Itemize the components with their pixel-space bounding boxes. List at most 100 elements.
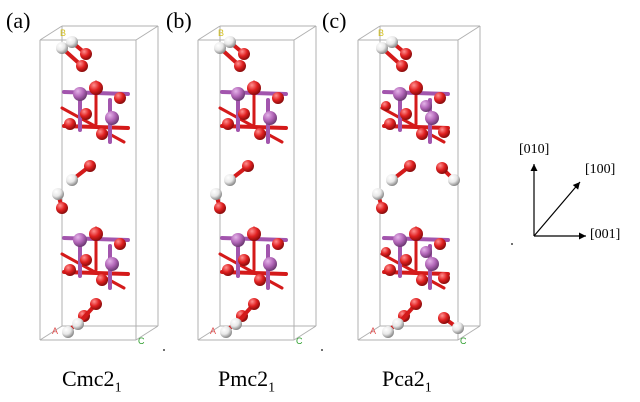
dot-mark-0 [163, 349, 165, 351]
oxygen-atom [272, 92, 284, 104]
cell-label-b-a: B [60, 28, 66, 38]
hydroxyl-group-a-top2 [66, 36, 92, 60]
hydroxyl-group-a-bot2 [72, 298, 102, 330]
oxygen-atom [376, 202, 388, 214]
oxygen-atom [80, 48, 92, 60]
hydroxyl-group-a-mid2 [52, 188, 68, 214]
oxygen-atom [416, 274, 428, 286]
oxygen-atom [381, 101, 391, 111]
metal-atom [393, 87, 407, 101]
hydrogen-atom [230, 318, 242, 330]
unit-cell-a [39, 25, 159, 341]
metal-atom [231, 87, 245, 101]
hydrogen-atom [452, 322, 464, 334]
caption-b: Pmc21 [218, 366, 275, 396]
metal-oxide-layer-c-2 [380, 226, 450, 290]
cell-label-c-b: C [296, 336, 303, 346]
oxygen-atom [409, 227, 423, 241]
hydrogen-atom [214, 42, 226, 54]
oxygen-atom [56, 202, 68, 214]
metal-atom [420, 246, 432, 258]
hydrogen-atom [224, 174, 236, 186]
oxygen-atom [254, 128, 266, 140]
oxygen-atom [400, 48, 412, 60]
hydroxyl-group-b-top [214, 42, 246, 72]
panel-label-a: (a) [6, 8, 31, 33]
oxygen-atom [396, 60, 408, 72]
metal-atom [393, 233, 407, 247]
hydroxyl-group-a-top [56, 42, 88, 72]
metal-oxide-layer-a-1 [60, 80, 130, 144]
caption-c: Pca21 [382, 366, 432, 396]
oxygen-atom [242, 160, 254, 172]
metal-oxide-layer-b-2 [218, 226, 288, 290]
caption-b-sub: 1 [268, 380, 276, 396]
oxygen-atom [409, 81, 423, 95]
oxygen-atom [438, 312, 450, 324]
hydrogen-atom [220, 326, 232, 338]
oxygen-atom [214, 202, 226, 214]
oxygen-atom [96, 274, 108, 286]
oxygen-atom [64, 118, 76, 130]
hydrogen-atom [56, 42, 68, 54]
oxygen-atom [238, 254, 250, 266]
hydroxyl-group-c-bot3 [438, 312, 464, 334]
hydrogen-atom [392, 318, 404, 330]
cell-label-b-c: B [378, 28, 384, 38]
cell-label-a-b: A [210, 326, 216, 336]
oxygen-atom [80, 254, 92, 266]
axis-arrow-001-head [579, 232, 586, 240]
dot-mark-1 [321, 349, 323, 351]
hydroxyl-group-c-top [376, 42, 408, 72]
oxygen-atom [238, 48, 250, 60]
oxygen-atom [381, 247, 391, 257]
axis-arrow-100-head [572, 182, 580, 190]
axis-arrow-010-head [530, 164, 538, 171]
oxygen-atom [434, 238, 446, 250]
caption-c-main: Pca2 [382, 366, 425, 391]
oxygen-atom [384, 118, 396, 130]
panel-label-c: (c) [322, 8, 347, 33]
oxygen-atom [238, 108, 250, 120]
oxygen-atom [400, 108, 412, 120]
cell-label-c-a: C [138, 336, 145, 346]
oxygen-atom [416, 128, 428, 140]
hydroxyl-group-b-bot2 [230, 298, 260, 330]
metal-atom [263, 257, 277, 271]
caption-b-main: Pmc2 [218, 366, 269, 391]
oxygen-atom [436, 162, 448, 174]
oxygen-atom [254, 274, 266, 286]
oxygen-atom [80, 108, 92, 120]
caption-a-main: Cmc2 [62, 366, 115, 391]
hydrogen-atom [224, 36, 236, 48]
hydroxyl-group-b-top2 [224, 36, 250, 60]
oxygen-atom [84, 160, 96, 172]
oxygen-atom [96, 128, 108, 140]
hydrogen-atom [372, 188, 384, 200]
unit-cell-c [357, 25, 481, 341]
cell-label-c-c: C [460, 336, 467, 346]
hydroxyl-group-c-mid [386, 160, 416, 186]
hydrogen-atom [62, 326, 74, 338]
oxygen-atom [90, 298, 102, 310]
oxygen-atom [89, 227, 103, 241]
oxygen-atom [64, 264, 76, 276]
hydroxyl-group-b-mid2 [210, 188, 226, 214]
metal-atom [420, 100, 432, 112]
oxygen-atom [434, 92, 446, 104]
axis-triad [530, 164, 586, 240]
oxygen-atom [247, 81, 261, 95]
metal-oxide-layer-a-2 [60, 226, 130, 290]
axis-label-001: [001] [590, 227, 621, 242]
hydrogen-atom [448, 174, 460, 186]
axis-label-100: [100] [585, 162, 616, 177]
cell-label-a-c: A [370, 326, 376, 336]
oxygen-atom [114, 92, 126, 104]
metal-oxide-layer-c-1 [380, 80, 450, 144]
metal-atom [231, 233, 245, 247]
oxygen-atom [234, 60, 246, 72]
metal-atom [425, 111, 439, 125]
metal-atom [105, 111, 119, 125]
oxygen-atom [248, 298, 260, 310]
panel-label-b: (b) [166, 8, 192, 33]
